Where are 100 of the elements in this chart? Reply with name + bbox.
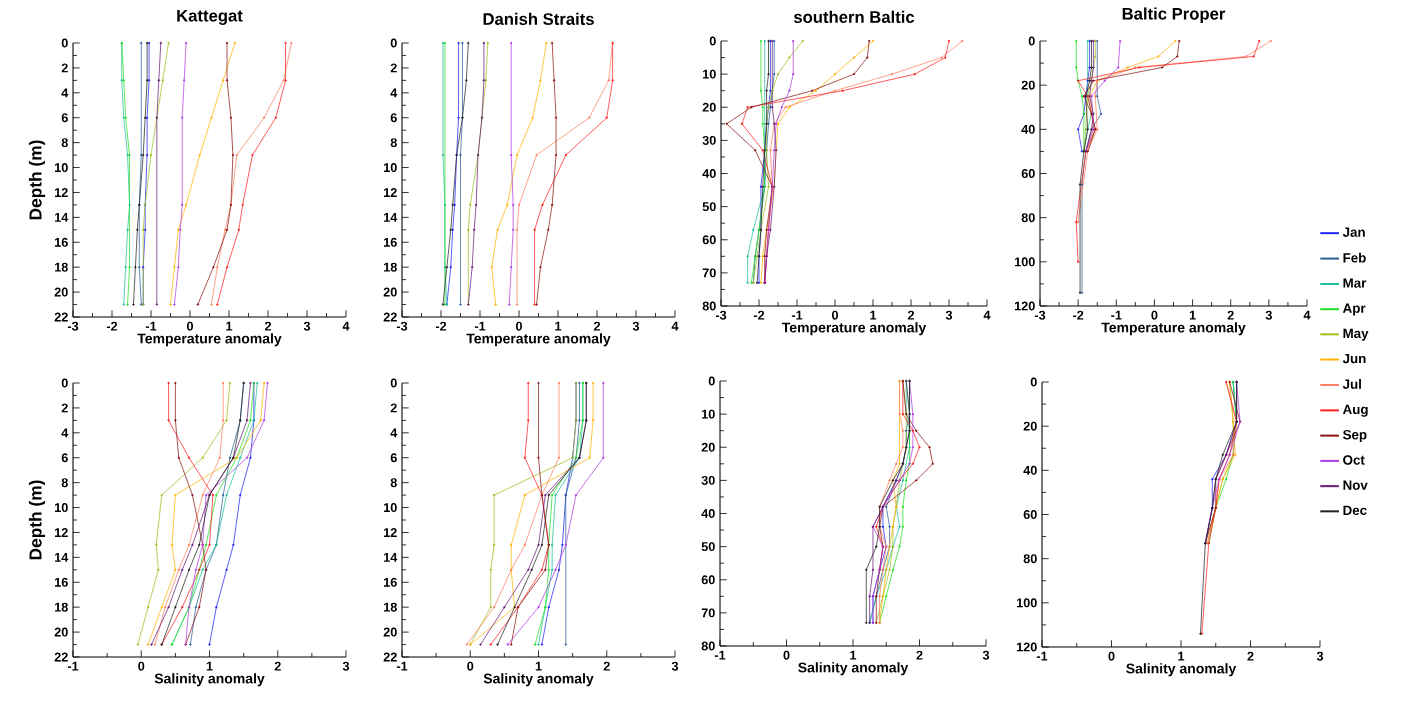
x-tick-label: 3 [303,321,311,331]
x-tick-label: 2 [907,310,915,320]
x-tick-label: 2 [264,321,272,331]
y-tick-label: 0 [709,36,716,46]
x-tick-label: 0 [467,661,474,671]
y-tick-label: 60 [1023,510,1037,519]
y-tick-label: 22 [54,652,68,662]
x-tick-label: 0 [783,650,790,660]
y-tick-label: 12 [55,528,68,537]
legend-label: Apr [1342,303,1366,316]
x-tick-label: 1 [206,661,213,671]
y-tick-label: 30 [702,135,716,145]
y-tick-label: 10 [55,163,68,173]
y-tick-label: 8 [61,138,68,148]
x-tick-label: 3 [982,650,990,660]
y-tick-label: 0 [390,378,397,388]
y-tick-label: 4 [61,428,69,438]
x-tick-label: 1 [535,661,542,671]
y-tick-label: 16 [55,577,68,587]
y-axis-title: Depth (m) [28,140,46,220]
y-tick-label: 2 [61,403,68,413]
y-tick-label: 10 [703,69,716,79]
x-tick-label: 3 [342,661,350,671]
y-tick-label: 14 [55,213,69,222]
y-tick-label: 70 [702,268,716,278]
y-tick-label: 16 [55,237,68,247]
x-axis-title: Temperature anomaly [1101,322,1246,336]
x-axis-title: Salinity anomaly [154,673,265,687]
chart-title: Danish Straits [483,12,594,25]
legend-label: May [1343,328,1369,341]
y-tick-label: 20 [54,627,68,637]
y-tick-label: 40 [1021,124,1035,134]
x-tick-label: -2 [1073,310,1084,320]
chart-title: Kattegat [177,9,243,25]
x-tick-label: 1 [226,321,233,331]
y-tick-label: 2 [61,63,68,73]
x-tick-label: -2 [435,321,447,331]
x-tick-label: 0 [138,661,145,671]
x-tick-label: 2 [593,321,601,331]
legend-label: Sep [1342,429,1367,443]
x-tick-label: -1 [1111,310,1122,320]
y-tick-label: 20 [1021,80,1035,90]
x-tick-label: 1 [870,310,877,320]
y-tick-label: 40 [702,169,716,178]
y-tick-label: 120 [1016,642,1037,652]
chart-title: southern Baltic [793,10,915,23]
y-tick-label: 10 [55,503,68,513]
y-tick-label: 80 [1021,213,1035,223]
y-tick-label: 6 [61,453,68,463]
legend-label: Nov [1343,480,1368,490]
legend-label: Oct [1343,455,1365,465]
x-tick-label: 1 [850,650,857,660]
y-tick-label: 120 [1014,301,1035,311]
y-tick-label: 40 [1023,465,1037,475]
x-tick-label: 0 [515,321,523,331]
x-axis-title: Salinity anomaly [798,662,909,676]
y-tick-label: 8 [390,478,397,488]
legend-label: Dec [1343,505,1367,516]
y-tick-label: 0 [61,378,68,388]
x-tick-label: -1 [396,661,408,671]
y-tick-label: 16 [384,237,397,247]
y-tick-label: 20 [701,442,715,452]
x-axis-title: Temperature anomaly [137,333,282,347]
x-tick-label: 3 [945,310,953,320]
x-tick-label: 1 [1178,651,1185,661]
y-tick-label: 60 [702,235,716,245]
legend-label: Feb [1343,252,1366,263]
x-tick-label: 4 [671,321,679,331]
y-tick-label: 6 [390,113,397,123]
y-tick-label: 12 [55,188,68,197]
y-tick-label: 0 [708,376,715,386]
y-tick-label: 10 [702,409,715,419]
y-tick-label: 14 [384,553,398,562]
y-tick-label: 18 [55,262,68,272]
x-axis-title: Salinity anomaly [1126,663,1237,677]
x-tick-label: -3 [715,310,727,320]
x-tick-label: 3 [1316,651,1324,661]
x-tick-label: -1 [474,321,486,331]
x-tick-label: 2 [274,661,281,671]
x-tick-label: -1 [1036,651,1048,661]
x-tick-label: 0 [1108,651,1115,661]
y-tick-label: 40 [701,509,715,518]
y-tick-label: 8 [61,478,68,488]
y-tick-label: 0 [61,38,68,48]
x-axis-title: Temperature anomaly [466,333,611,347]
y-tick-label: 50 [702,202,716,212]
y-tick-label: 22 [383,652,397,662]
y-tick-label: 14 [55,553,69,562]
y-tick-label: 60 [1021,169,1035,178]
y-tick-label: 100 [1016,598,1037,608]
x-tick-label: 4 [342,321,350,331]
x-tick-label: -1 [145,321,157,331]
x-tick-label: -2 [753,310,765,320]
x-tick-label: 2 [1227,310,1234,320]
x-tick-label: 2 [916,650,923,660]
x-axis-title: Salinity anomaly [483,673,594,687]
y-tick-label: 14 [384,213,398,222]
x-tick-label: 0 [186,321,194,331]
x-tick-label: 2 [1247,651,1254,661]
x-tick-label: -1 [714,650,726,660]
